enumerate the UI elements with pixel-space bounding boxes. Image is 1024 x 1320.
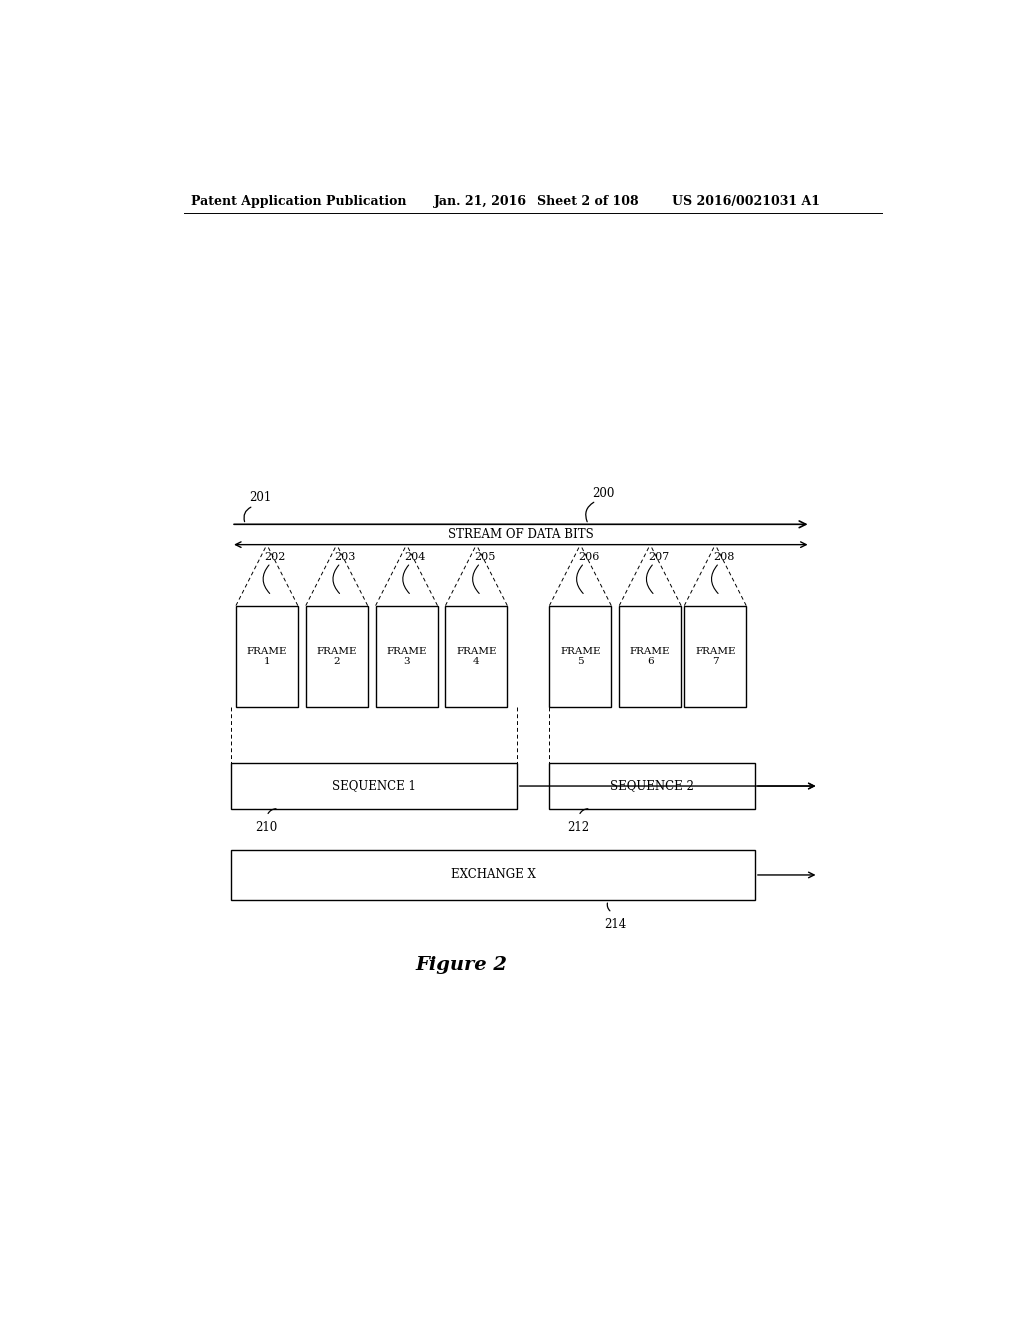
- Text: FRAME
5: FRAME 5: [560, 647, 601, 667]
- Text: 210: 210: [255, 821, 278, 834]
- Text: 212: 212: [567, 821, 589, 834]
- Text: SEQUENCE 1: SEQUENCE 1: [332, 780, 416, 792]
- Bar: [620, 606, 681, 708]
- Bar: [236, 606, 298, 708]
- Bar: [684, 606, 746, 708]
- Bar: [549, 763, 755, 809]
- Text: 200: 200: [592, 487, 614, 500]
- Text: Patent Application Publication: Patent Application Publication: [191, 194, 407, 207]
- Bar: [550, 606, 611, 708]
- Text: FRAME
1: FRAME 1: [247, 647, 287, 667]
- Text: 203: 203: [334, 552, 355, 562]
- Bar: [231, 763, 517, 809]
- Text: Figure 2: Figure 2: [416, 956, 507, 974]
- Text: 214: 214: [604, 917, 627, 931]
- Text: FRAME
7: FRAME 7: [695, 647, 735, 667]
- Text: SEQUENCE 2: SEQUENCE 2: [610, 780, 693, 792]
- Text: FRAME
6: FRAME 6: [630, 647, 671, 667]
- Text: EXCHANGE X: EXCHANGE X: [451, 869, 536, 882]
- Text: FRAME
4: FRAME 4: [456, 647, 497, 667]
- Text: FRAME
3: FRAME 3: [386, 647, 427, 667]
- Text: 204: 204: [404, 552, 426, 562]
- Text: 208: 208: [713, 552, 734, 562]
- Text: Jan. 21, 2016: Jan. 21, 2016: [433, 194, 526, 207]
- Bar: [306, 606, 368, 708]
- Text: FRAME
2: FRAME 2: [316, 647, 357, 667]
- Text: US 2016/0021031 A1: US 2016/0021031 A1: [672, 194, 819, 207]
- Text: 207: 207: [648, 552, 669, 562]
- Text: 202: 202: [264, 552, 286, 562]
- Bar: [376, 606, 437, 708]
- Text: 206: 206: [578, 552, 599, 562]
- Text: 205: 205: [474, 552, 496, 562]
- Text: STREAM OF DATA BITS: STREAM OF DATA BITS: [447, 528, 594, 541]
- Text: Sheet 2 of 108: Sheet 2 of 108: [537, 194, 638, 207]
- Text: 201: 201: [250, 491, 271, 504]
- Bar: [445, 606, 507, 708]
- Bar: [231, 850, 755, 900]
